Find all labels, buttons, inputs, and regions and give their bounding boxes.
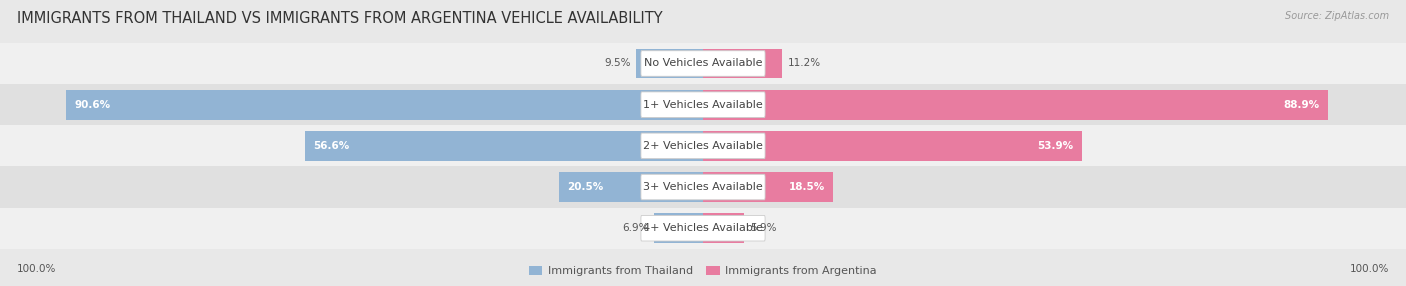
Bar (560, 172, 703, 202)
FancyBboxPatch shape (641, 133, 765, 159)
FancyBboxPatch shape (641, 51, 765, 76)
Text: IMMIGRANTS FROM THAILAND VS IMMIGRANTS FROM ARGENTINA VEHICLE AVAILABILITY: IMMIGRANTS FROM THAILAND VS IMMIGRANTS F… (17, 11, 662, 26)
FancyBboxPatch shape (641, 215, 765, 241)
Bar (703, 90, 1329, 120)
Bar (637, 49, 703, 78)
Text: 4+ Vehicles Available: 4+ Vehicles Available (643, 223, 763, 233)
Text: 3+ Vehicles Available: 3+ Vehicles Available (643, 182, 763, 192)
Text: 18.5%: 18.5% (789, 182, 824, 192)
Text: 53.9%: 53.9% (1038, 141, 1074, 151)
Bar (0, 208, 1406, 249)
Text: 1+ Vehicles Available: 1+ Vehicles Available (643, 100, 763, 110)
Text: 2+ Vehicles Available: 2+ Vehicles Available (643, 141, 763, 151)
Bar (703, 213, 745, 243)
Text: 5.9%: 5.9% (751, 223, 776, 233)
Text: 100.0%: 100.0% (17, 264, 56, 274)
Bar (0, 84, 1406, 125)
Text: 88.9%: 88.9% (1284, 100, 1319, 110)
Bar (703, 172, 832, 202)
FancyBboxPatch shape (641, 174, 765, 200)
Text: 56.6%: 56.6% (314, 141, 350, 151)
Text: 90.6%: 90.6% (75, 100, 111, 110)
Text: 9.5%: 9.5% (605, 59, 630, 68)
Text: Source: ZipAtlas.com: Source: ZipAtlas.com (1285, 11, 1389, 21)
Bar (0, 125, 1406, 166)
Bar (305, 131, 703, 161)
Text: 100.0%: 100.0% (1350, 264, 1389, 274)
FancyBboxPatch shape (641, 92, 765, 118)
Text: 11.2%: 11.2% (787, 59, 821, 68)
Text: 6.9%: 6.9% (623, 223, 650, 233)
Legend: Immigrants from Thailand, Immigrants from Argentina: Immigrants from Thailand, Immigrants fro… (524, 261, 882, 281)
Bar (703, 49, 782, 78)
Text: 20.5%: 20.5% (568, 182, 603, 192)
Bar (66, 90, 703, 120)
Bar (0, 166, 1406, 208)
Bar (703, 131, 1083, 161)
Bar (0, 43, 1406, 84)
Bar (654, 213, 703, 243)
Text: No Vehicles Available: No Vehicles Available (644, 59, 762, 68)
